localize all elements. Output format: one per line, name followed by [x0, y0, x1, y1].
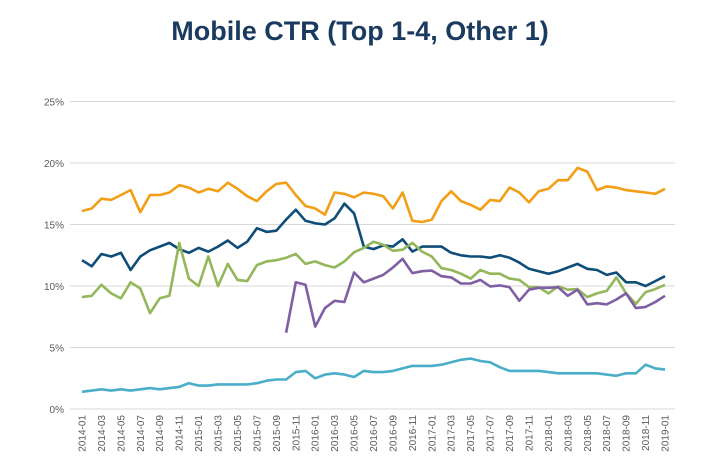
x-tick-label: 2014-03	[97, 415, 108, 452]
x-tick-label: 2015-03	[214, 415, 225, 452]
y-tick-label: 10%	[44, 282, 64, 293]
x-tick-label: 2016-11	[408, 415, 419, 451]
x-tick-label: 2018-05	[583, 415, 594, 452]
x-tick-label: 2017-05	[466, 415, 477, 452]
x-axis: 2014-01 2014-03 2014-05 2014-07 2014-09 2014-…	[78, 415, 672, 452]
x-tick-label: 2016-01	[311, 415, 322, 452]
series-line-3	[81, 240, 666, 315]
y-tick-label: 15%	[44, 221, 64, 232]
x-tick-label: 2018-01	[544, 415, 555, 452]
y-tick-label: 5%	[50, 344, 65, 355]
y-tick-label: 25%	[44, 98, 64, 109]
series-line-5	[81, 357, 666, 394]
x-tick-label: 2017-11	[524, 415, 535, 451]
x-tick-label: 2014-05	[116, 415, 127, 452]
gridlines	[70, 101, 675, 410]
x-tick-label: 2018-07	[602, 415, 613, 452]
y-tick-label: 20%	[44, 159, 64, 170]
x-tick-label: 2018-09	[622, 415, 633, 452]
y-tick-label: 0%	[50, 405, 65, 416]
x-tick-label: 2018-11	[641, 415, 652, 451]
x-tick-label: 2015-09	[272, 415, 283, 452]
y-axis: 0% 5% 10% 15% 20% 25%	[44, 98, 64, 417]
x-tick-label: 2018-03	[563, 415, 574, 452]
series-line-4	[284, 257, 666, 333]
x-tick-label: 2017-07	[486, 415, 497, 452]
x-tick-label: 2015-05	[233, 415, 244, 452]
x-tick-label: 2017-09	[505, 415, 516, 452]
x-tick-label: 2017-01	[427, 415, 438, 452]
x-tick-label: 2015-11	[291, 415, 302, 451]
x-tick-label: 2014-01	[78, 415, 89, 452]
series-lines	[81, 166, 666, 394]
x-tick-label: 2016-07	[369, 415, 380, 452]
series-line-2	[81, 202, 666, 288]
x-tick-label: 2015-07	[252, 415, 263, 452]
x-tick-label: 2017-03	[447, 415, 458, 452]
x-tick-label: 2016-09	[388, 415, 399, 452]
chart-title: Mobile CTR (Top 1-4, Other 1)	[171, 16, 549, 46]
x-tick-label: 2015-01	[194, 415, 205, 452]
x-tick-label: 2019-01	[661, 415, 672, 452]
x-tick-label: 2014-09	[155, 415, 166, 452]
x-tick-label: 2016-05	[350, 415, 361, 452]
series-line-1	[81, 166, 666, 224]
x-tick-label: 2016-03	[330, 415, 341, 452]
x-tick-label: 2014-07	[136, 415, 147, 452]
x-tick-label: 2014-11	[175, 415, 186, 451]
